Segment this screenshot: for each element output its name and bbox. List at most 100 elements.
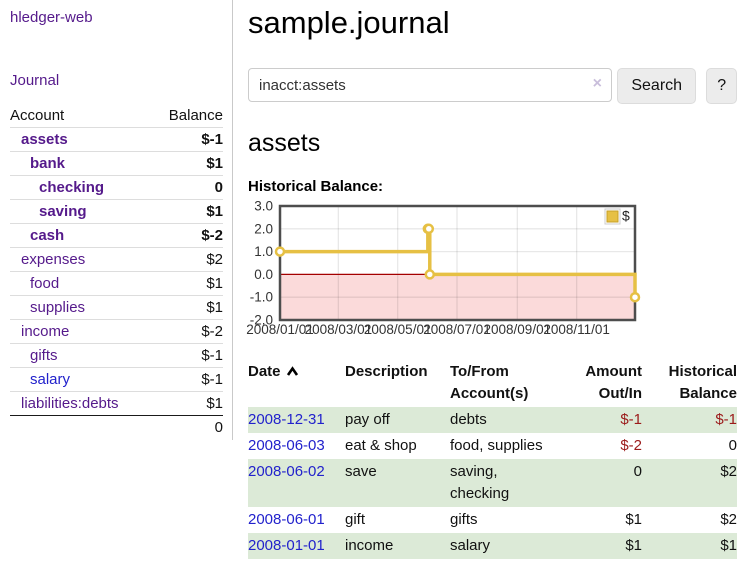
account-row: gifts $-1 [10,343,223,368]
app-title-link[interactable]: hledger-web [10,9,93,26]
plot-border [278,204,637,322]
account-row: liabilities:debts $1 [10,391,223,416]
y-tick-label: -2.0 [250,313,273,328]
account-row: food $1 [10,271,223,296]
search-form: × Search ? [248,68,737,104]
y-tick-label: 3.0 [254,199,273,214]
y-tick-label: -1.0 [250,290,273,305]
transaction-balance: $1 [720,537,737,554]
transaction-accounts: debts [450,411,487,428]
transaction-accounts: gifts [450,511,478,528]
account-balance: $1 [206,395,223,412]
account-link[interactable]: saving [39,203,87,220]
account-row: assets $-1 [10,127,223,152]
account-balance: $1 [206,203,223,220]
x-tick-label: 2008/09/01 [484,322,552,337]
transaction-description: gift [345,511,366,528]
account-row: bank $1 [10,151,223,176]
account-link[interactable]: salary [30,371,71,388]
x-tick-label: 2008/11/01 [543,322,610,337]
balance-chart: $3.0 2.0 1.0 0.0 -1.0 -2.0 2008/01/01 2008/03/0… [246,199,742,343]
transaction-accounts: saving, checking [450,463,510,502]
search-button[interactable]: Search [617,68,697,104]
help-button[interactable]: ? [706,68,737,104]
sort-ascending-icon [286,362,299,384]
account-balance: $1 [206,275,223,292]
transaction-amount: 0 [633,463,642,480]
account-link[interactable]: food [30,275,60,292]
sidebar-item-journal[interactable]: Journal [10,72,60,89]
register-table: Date Description To/From Account(s) Amou… [248,360,737,559]
transaction-date-link[interactable]: 2008-06-01 [248,511,325,528]
transaction-accounts: salary [450,537,491,554]
account-link[interactable]: income [21,323,70,340]
account-link[interactable]: expenses [21,251,86,268]
chart-title: Historical Balance: [248,178,384,195]
account-balance: $-2 [201,227,223,244]
account-link[interactable]: assets [21,131,68,148]
data-point [629,291,641,303]
transaction-row: 2008-06-01 gift gifts $1 $2 [248,507,737,533]
register-header-balance: Historical Balance [668,363,737,402]
account-balance: $-1 [201,347,223,364]
account-link[interactable]: gifts [30,347,58,364]
register-header-date-label: Date [248,363,281,380]
transaction-row: 2008-01-01 income salary $1 $1 [248,533,737,559]
account-row: saving $1 [10,199,223,224]
clear-search-icon[interactable]: × [592,75,602,92]
data-point [423,223,435,235]
account-balance: $1 [206,155,223,172]
transaction-date-link[interactable]: 2008-06-03 [248,437,325,454]
transaction-amount: $1 [625,511,642,528]
accounts-header-balance: Balance [168,107,223,124]
register-header-row: Date Description To/From Account(s) Amou… [248,360,737,407]
account-balance: $1 [206,299,223,316]
y-tick-label: 0.0 [254,267,273,282]
register-header-date[interactable]: Date [248,360,345,407]
account-row: supplies $1 [10,295,223,320]
account-balance: $2 [206,251,223,268]
x-tick-label: 2008/05/01 [364,322,432,337]
transaction-date-link[interactable]: 2008-06-02 [248,463,325,480]
account-balance: $-1 [201,371,223,388]
x-tick-label: 2008/07/01 [423,322,491,337]
search-input[interactable] [248,68,612,102]
register-header-description: Description [345,363,428,380]
y-tick-label: 2.0 [254,221,273,236]
account-link[interactable]: cash [30,227,65,244]
transaction-accounts: food, supplies [450,437,543,454]
transaction-row: 2008-06-03 eat & shop food, supplies $-2 0 [248,433,737,459]
account-link[interactable]: checking [39,179,105,196]
accounts-header-account: Account [10,107,65,124]
data-point [424,269,436,280]
account-row: expenses $2 [10,247,223,272]
account-link[interactable]: liabilities:debts [21,395,119,412]
transaction-description: save [345,463,377,480]
account-balance: 0 [214,179,223,196]
balance-chart-canvas: $3.0 2.0 1.0 0.0 -1.0 -2.02008/01/012008/03/0… [246,199,641,337]
negative-region [280,274,635,320]
transaction-amount: $-1 [620,411,642,428]
main-content: sample.journal × Search ? assets Histori… [233,0,742,559]
transaction-amount: $-2 [620,437,642,454]
accounts-table: Account Balance assets $-1 bank $1 checking 0… [10,104,223,439]
account-row: income $-2 [10,319,223,344]
register-header-amount: Amount Out/In [585,363,642,402]
transaction-balance: $2 [720,511,737,528]
page-title: sample.journal [248,5,450,40]
account-row: cash $-2 [10,223,223,248]
account-row: salary $-1 [10,367,223,392]
account-link[interactable]: supplies [30,299,86,316]
y-tick-label: 1.0 [254,244,273,259]
transaction-date-link[interactable]: 2008-01-01 [248,537,325,554]
transaction-description: income [345,537,394,554]
accounts-total-spacer [10,416,152,440]
account-balance: $-2 [201,323,223,340]
transaction-description: pay off [345,411,390,428]
accounts-total-balance: 0 [214,419,223,436]
transaction-date-link[interactable]: 2008-12-31 [248,411,325,428]
transaction-description: eat & shop [345,437,417,454]
account-link[interactable]: bank [30,155,66,172]
transaction-amount: $1 [625,537,642,554]
transaction-row: 2008-12-31 pay off debts $-1 $-1 [248,407,737,433]
